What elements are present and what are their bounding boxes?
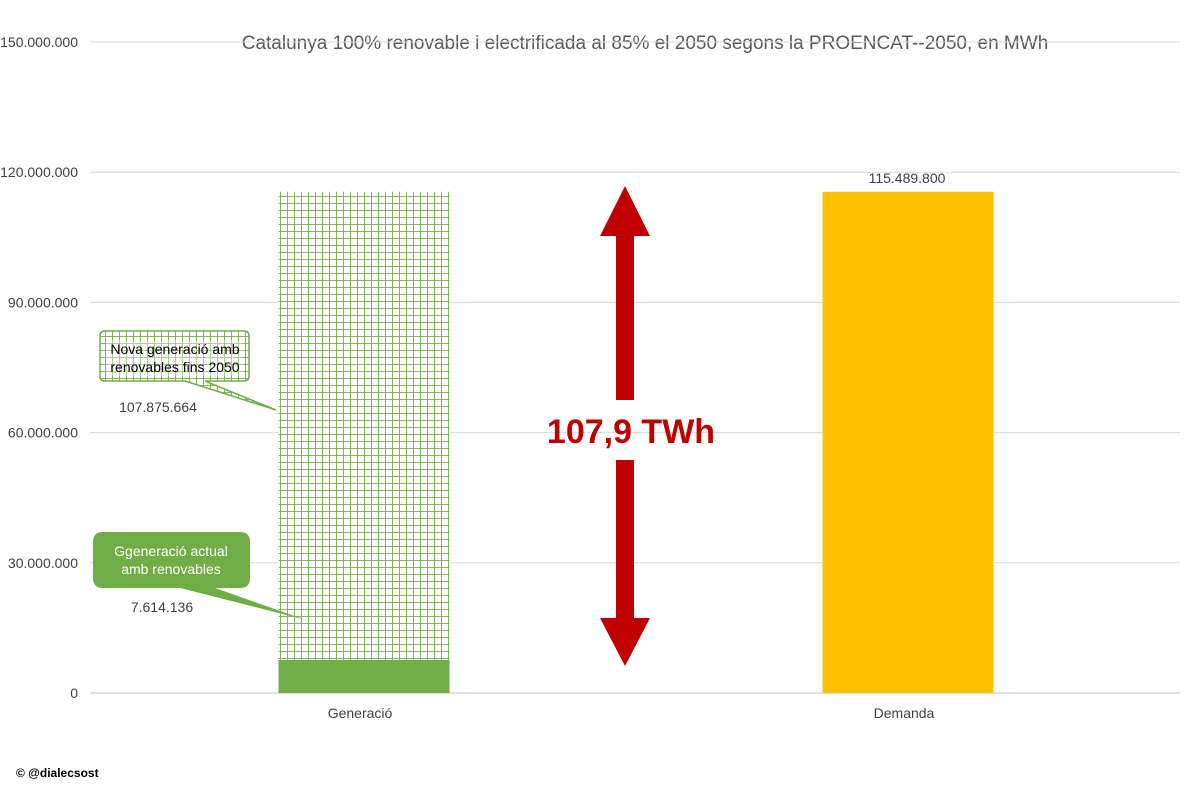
credit-text: © @dialecsost <box>16 766 99 780</box>
callout-nova-generacio: Nova generació amb renovables fins 2050 … <box>99 330 277 415</box>
callout-generacio-actual: Ggeneració actual amb renovables 7.614.1… <box>93 532 306 620</box>
arrow-up-icon <box>600 186 650 400</box>
callout-nova-line1: Nova generació amb <box>110 341 239 357</box>
data-label-nova-generacio: 107.875.664 <box>119 399 197 415</box>
x-tick-label: Demanda <box>874 705 935 721</box>
y-tick-label: 90.000.000 <box>8 294 78 310</box>
callout-nova-line2: renovables fins 2050 <box>110 359 239 375</box>
gridlines <box>90 41 1180 694</box>
callout-nova-box <box>99 330 277 411</box>
y-axis: 0 30.000.000 60.000.000 90.000.000 120.000.0… <box>0 34 78 701</box>
y-tick-label: 120.000.000 <box>0 164 78 180</box>
gap-double-arrow: 107,9 TWh <box>547 186 715 666</box>
gap-label: 107,9 TWh <box>547 413 715 451</box>
data-label-demanda: 115.489.800 <box>869 170 946 186</box>
chart-title: Catalunya 100% renovable i electrificada… <box>242 33 1049 54</box>
data-label-generacio-actual: 7.614.136 <box>131 599 193 615</box>
callout-actual-line2: amb renovables <box>121 561 221 577</box>
bars <box>278 191 994 693</box>
y-tick-label: 0 <box>70 685 78 701</box>
bar-generacio-series-1 <box>278 191 450 660</box>
callout-actual-line1: Ggeneració actual <box>114 543 228 559</box>
callout-actual-box <box>93 532 306 620</box>
y-tick-label: 30.000.000 <box>8 555 78 571</box>
arrow-down-icon <box>600 460 650 666</box>
bar-generacio-series-0 <box>278 659 450 693</box>
x-axis: Generació Demanda <box>328 705 935 721</box>
y-tick-label: 150.000.000 <box>0 34 78 50</box>
y-tick-label: 60.000.000 <box>8 425 78 441</box>
x-tick-label: Generació <box>328 705 393 721</box>
bar-demanda-series-2 <box>822 191 994 693</box>
